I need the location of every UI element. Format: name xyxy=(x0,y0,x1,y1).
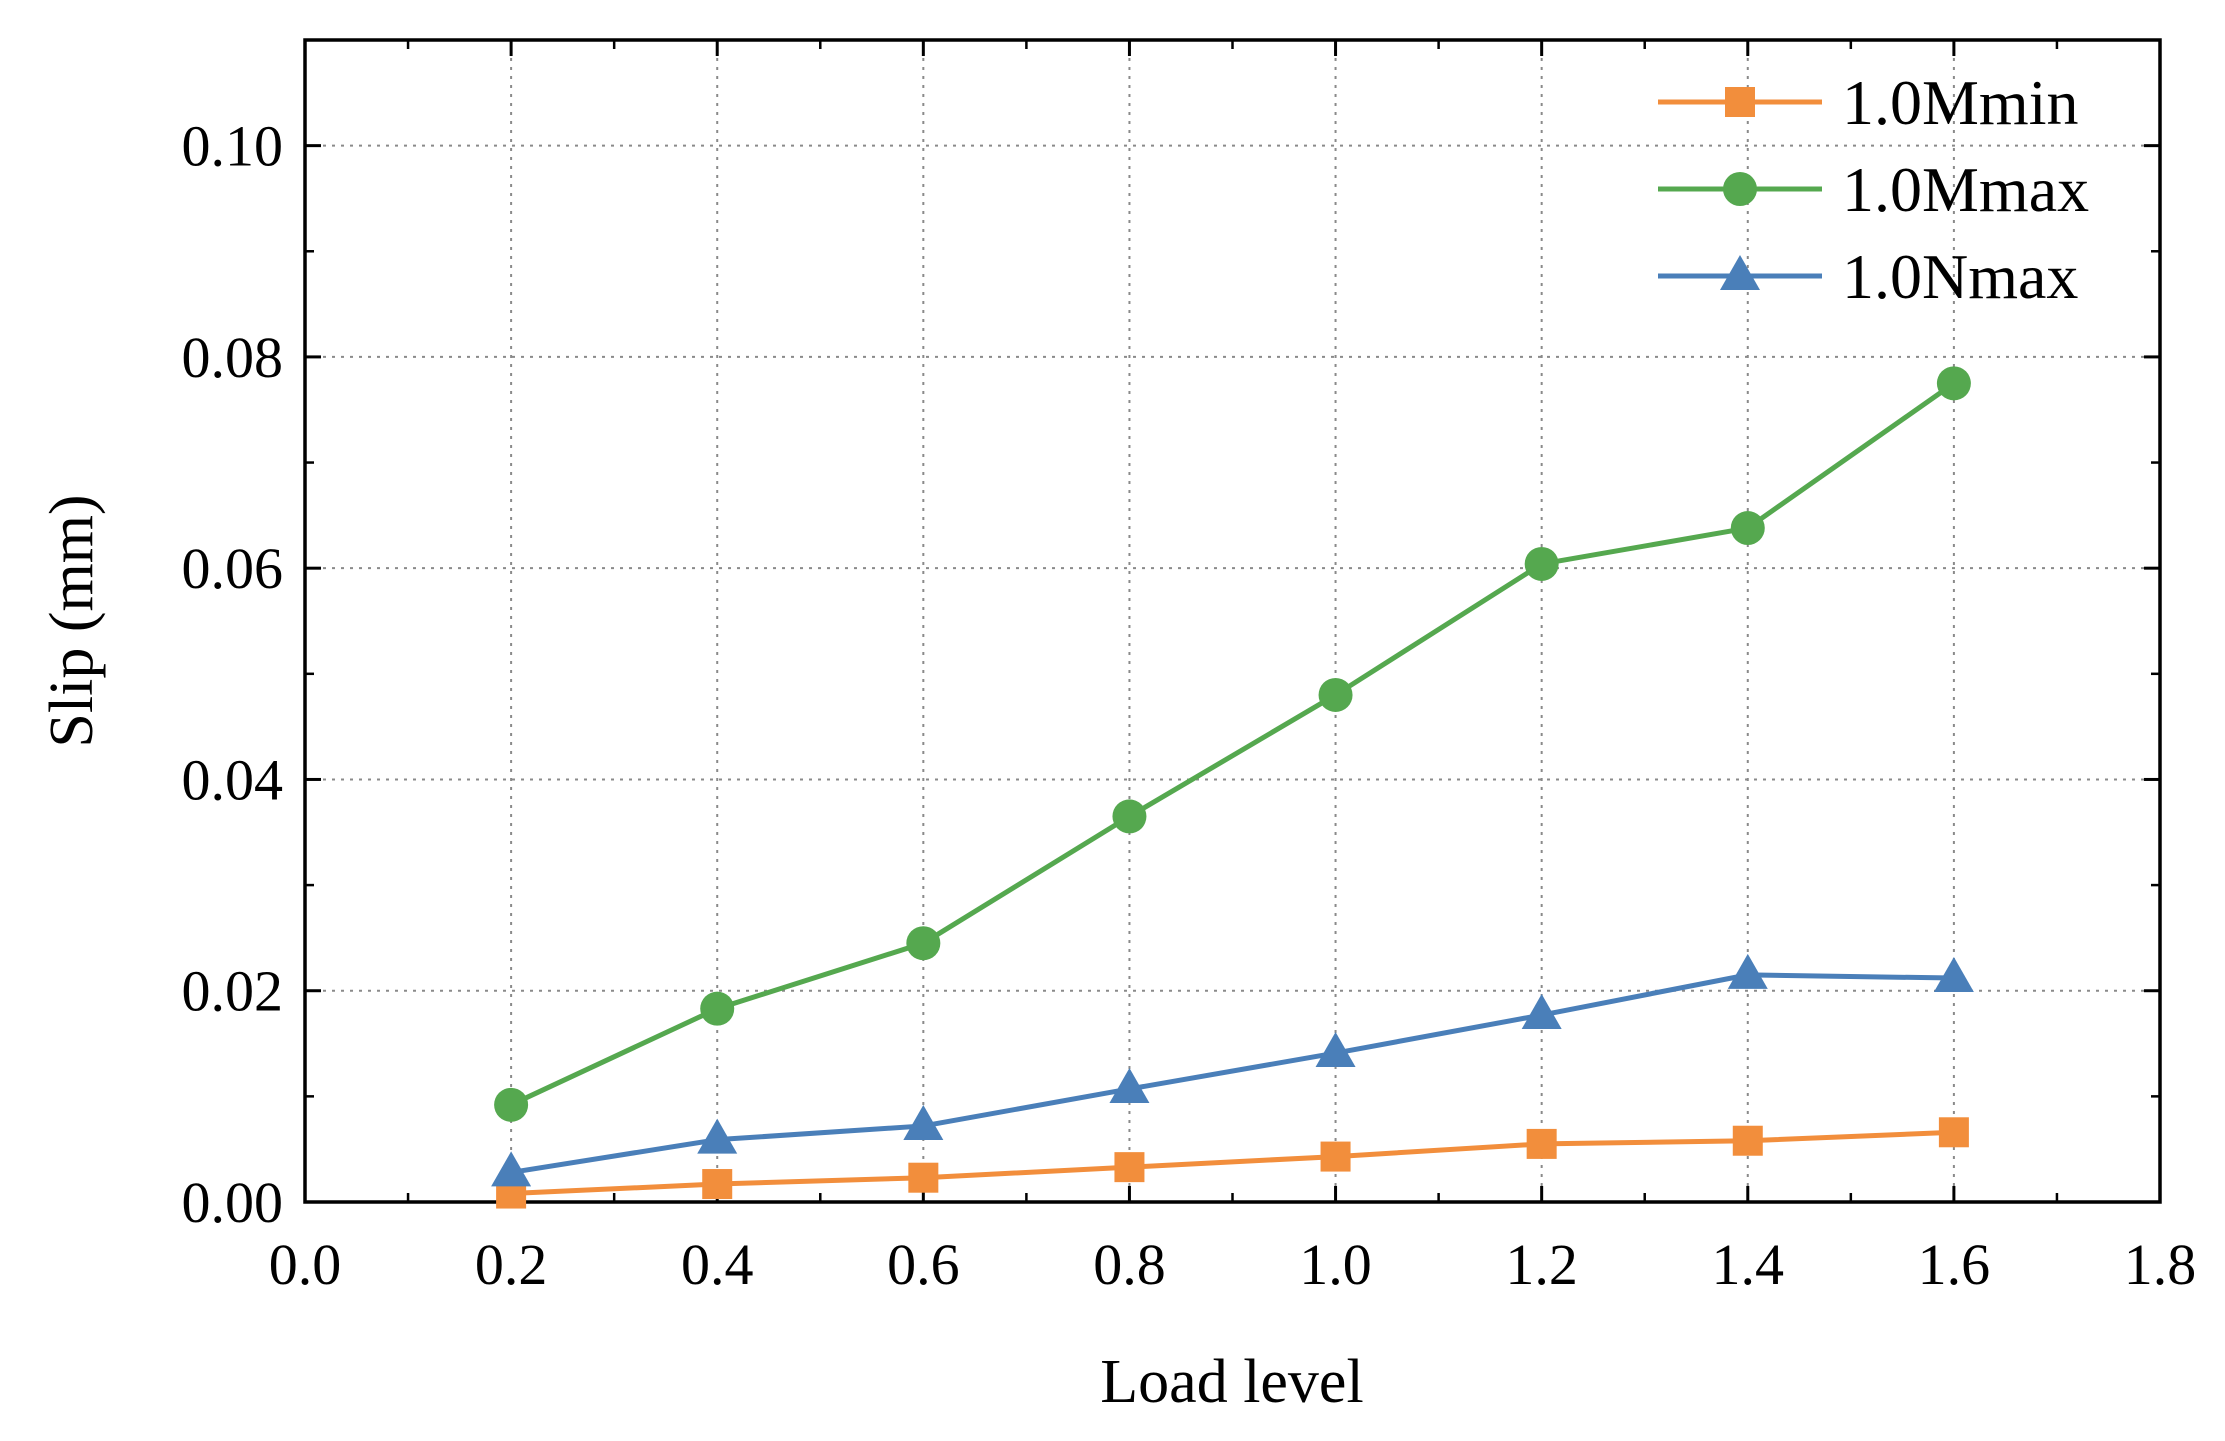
data-point xyxy=(906,926,941,961)
series-line xyxy=(510,381,1956,1108)
data-point xyxy=(702,1169,733,1200)
y-axis-title: Slip (mm) xyxy=(38,494,106,747)
data-point xyxy=(494,1087,529,1122)
legend-marker xyxy=(1720,255,1760,290)
x-tick-label: 0.4 xyxy=(681,1232,754,1297)
legend-entry: 1.0Mmax xyxy=(1658,154,2089,225)
tick-labels: 0.0 0.2 0.4 0.6 0.8 1.0 1.2 1.4 1.6 1.8 0.00 0.02 0.… xyxy=(182,114,2197,1297)
data-point xyxy=(1526,1128,1557,1159)
legend-label: 1.0Nmax xyxy=(1842,241,2078,312)
data-series xyxy=(491,366,1974,1209)
legend-label: 1.0Mmin xyxy=(1842,67,2078,138)
y-tick-label: 0.04 xyxy=(182,747,284,812)
legend-marker xyxy=(1723,172,1757,206)
data-point xyxy=(491,1151,532,1187)
x-tick-label: 1.0 xyxy=(1299,1232,1372,1297)
data-point xyxy=(1732,1125,1763,1156)
x-tick-label: 0.8 xyxy=(1093,1232,1166,1297)
data-point xyxy=(1938,1117,1969,1148)
data-point xyxy=(1933,957,1974,993)
x-tick-label: 1.6 xyxy=(1918,1232,1991,1297)
legend: 1.0Mmin 1.0Mmax 1.0Nmax xyxy=(1658,67,2089,312)
x-tick-label: 0.2 xyxy=(475,1232,548,1297)
data-point xyxy=(1320,1141,1351,1172)
legend-marker xyxy=(1725,87,1755,117)
series-1.0Nmax xyxy=(491,953,1974,1187)
data-point xyxy=(908,1162,939,1193)
x-tick-label: 1.2 xyxy=(1505,1232,1578,1297)
x-tick-label: 0.0 xyxy=(269,1232,342,1297)
legend-label: 1.0Mmax xyxy=(1842,154,2089,225)
series-1.0Mmax xyxy=(494,366,1971,1122)
y-tick-label: 0.08 xyxy=(182,325,284,390)
data-point xyxy=(700,991,735,1026)
data-point xyxy=(1315,1032,1356,1068)
data-point xyxy=(1936,366,1971,401)
data-point xyxy=(1524,546,1559,581)
data-point xyxy=(903,1104,944,1140)
data-point xyxy=(1318,677,1353,712)
x-tick-label: 0.6 xyxy=(887,1232,960,1297)
legend-entry: 1.0Nmax xyxy=(1658,241,2078,312)
y-tick-label: 0.10 xyxy=(182,114,284,179)
series-line xyxy=(510,1129,1954,1197)
data-point xyxy=(1112,799,1147,834)
series-line xyxy=(510,972,1954,1175)
y-tick-label: 0.06 xyxy=(182,536,284,601)
data-point xyxy=(1114,1152,1145,1183)
data-point xyxy=(1730,511,1765,546)
x-tick-label: 1.8 xyxy=(2124,1232,2197,1297)
y-tick-label: 0.02 xyxy=(182,959,284,1024)
data-point xyxy=(1727,953,1768,989)
plot-frame xyxy=(303,38,2162,1204)
y-tick-label: 0.00 xyxy=(182,1170,284,1235)
data-point xyxy=(1109,1067,1150,1103)
data-point xyxy=(1521,994,1562,1030)
grid xyxy=(305,40,2160,1202)
x-axis-title: Load level xyxy=(1100,1348,1363,1416)
x-tick-label: 1.4 xyxy=(1712,1232,1785,1297)
data-point xyxy=(697,1118,738,1154)
legend-entry: 1.0Mmin xyxy=(1658,67,2078,138)
series-1.0Mmin xyxy=(496,1117,1969,1209)
